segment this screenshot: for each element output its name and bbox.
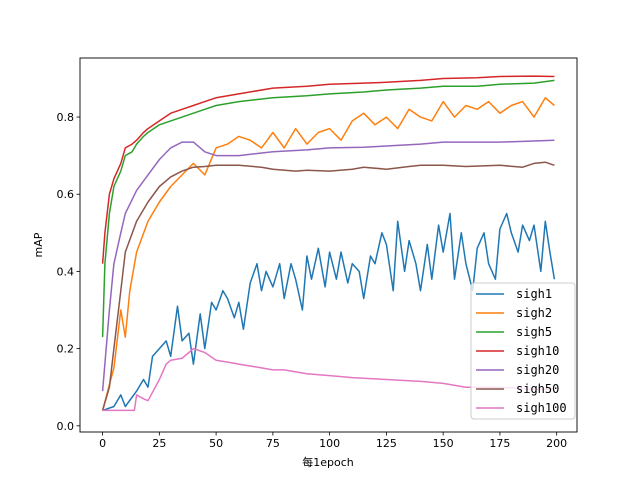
legend-label-sigh2: sigh2: [516, 306, 552, 320]
legend-label-sigh100: sigh100: [516, 401, 567, 415]
legend-label-sigh5: sigh5: [516, 325, 552, 339]
legend-label-sigh10: sigh10: [516, 344, 559, 358]
x-axis: 0 25 50 75 100 125 150 175 200: [99, 432, 567, 450]
x-tick-label: 150: [433, 437, 454, 450]
y-tick-label: 0.2: [57, 343, 75, 356]
x-tick-label: 75: [266, 437, 280, 450]
y-axis: 0.0 0.2 0.4 0.6 0.8: [57, 111, 80, 433]
series-line-sigh10: [101, 75, 555, 264]
legend-box: [470, 282, 576, 420]
legend-label-sigh1: sigh1: [516, 287, 552, 301]
x-tick-label: 175: [489, 437, 510, 450]
plot-frame: [79, 57, 578, 433]
legend-label-sigh50: sigh50: [516, 382, 559, 396]
y-tick-label: 0.6: [57, 188, 75, 201]
x-axis-label: 每1epoch: [302, 455, 354, 469]
series-layer: [101, 75, 556, 412]
series-line-sigh50: [101, 161, 555, 411]
x-tick-label: 25: [152, 437, 166, 450]
x-tick-label: 200: [546, 437, 567, 450]
series-line-sigh100: [102, 347, 555, 412]
legend-label-sigh20: sigh20: [516, 363, 559, 377]
y-tick-label: 0.0: [57, 420, 75, 433]
series-line-sigh5: [101, 79, 555, 338]
x-tick-label: 125: [376, 437, 397, 450]
x-tick-label: 50: [209, 437, 223, 450]
y-tick-label: 0.8: [57, 111, 75, 124]
x-tick-label: 100: [319, 437, 340, 450]
y-tick-label: 0.4: [57, 265, 75, 278]
x-tick-label: 0: [99, 437, 106, 450]
y-axis-label: mAP: [32, 232, 45, 257]
legend: sigh1 sigh2 sigh5 sigh10 sigh20 sigh50 sigh100: [470, 282, 576, 420]
series-line-sigh1: [102, 212, 556, 412]
series-line-sigh20: [101, 139, 555, 392]
series-line-sigh2: [101, 97, 555, 411]
